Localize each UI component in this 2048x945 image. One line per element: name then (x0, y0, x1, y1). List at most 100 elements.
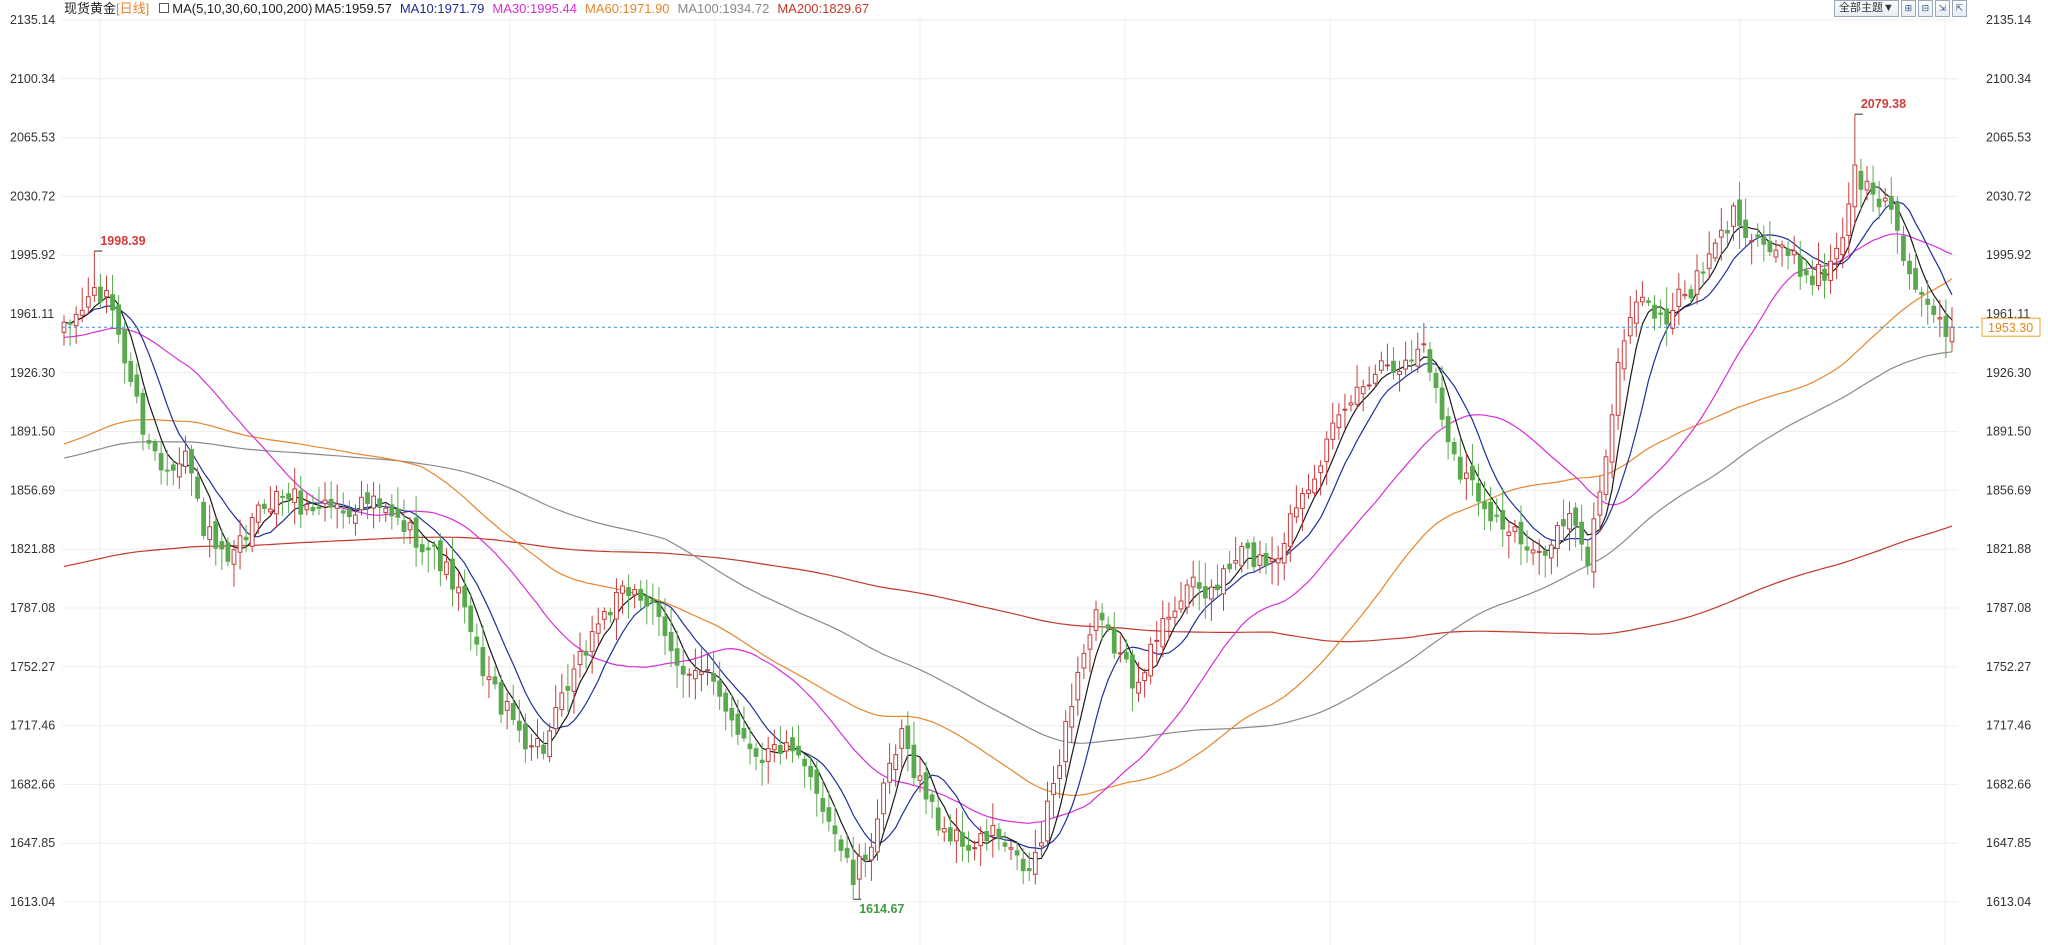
candle[interactable] (1488, 486, 1494, 531)
candle[interactable] (1281, 532, 1287, 581)
candle[interactable] (1251, 536, 1257, 572)
candle[interactable] (1360, 379, 1366, 412)
candle[interactable] (316, 486, 322, 516)
candle[interactable] (941, 816, 947, 842)
candle[interactable] (407, 517, 413, 545)
candle[interactable] (1324, 431, 1330, 485)
candle[interactable] (838, 834, 844, 862)
candle[interactable] (1457, 438, 1463, 484)
candle[interactable] (176, 447, 182, 489)
candle[interactable] (1397, 360, 1402, 392)
candle[interactable] (1536, 539, 1542, 575)
candle[interactable] (274, 485, 279, 528)
candle[interactable] (1749, 233, 1755, 265)
candle[interactable] (1263, 543, 1269, 575)
candle[interactable] (1664, 287, 1670, 347)
candle[interactable] (140, 388, 146, 451)
candle[interactable] (231, 539, 237, 587)
candle[interactable] (310, 494, 316, 516)
candle[interactable] (1761, 225, 1767, 262)
candle[interactable] (1888, 177, 1894, 224)
candle[interactable] (893, 744, 899, 787)
candle[interactable] (1530, 540, 1536, 566)
candle[interactable] (632, 583, 638, 609)
candle[interactable] (438, 533, 443, 587)
candle[interactable] (146, 433, 152, 450)
candle[interactable] (189, 445, 194, 497)
candle[interactable] (1585, 539, 1591, 575)
candle[interactable] (856, 843, 862, 900)
candle[interactable] (1700, 261, 1706, 286)
candle[interactable] (243, 524, 249, 553)
candle[interactable] (1658, 299, 1663, 327)
candle[interactable] (711, 651, 716, 695)
candle[interactable] (1063, 710, 1069, 778)
candle[interactable] (67, 319, 73, 346)
candle[interactable] (1919, 287, 1925, 317)
candle[interactable] (1415, 332, 1421, 373)
candle[interactable] (777, 726, 783, 765)
candle[interactable] (286, 482, 291, 514)
candle[interactable] (413, 495, 419, 567)
candle[interactable] (1026, 852, 1032, 882)
candle[interactable] (614, 578, 619, 641)
candle[interactable] (468, 592, 474, 651)
candle[interactable] (692, 648, 698, 700)
candle[interactable] (1779, 240, 1785, 267)
candle[interactable] (990, 803, 996, 858)
candle[interactable] (638, 580, 644, 610)
candle[interactable] (784, 730, 789, 760)
candle[interactable] (474, 623, 480, 656)
candle[interactable] (1591, 502, 1597, 588)
candle[interactable] (650, 583, 656, 625)
candle[interactable] (298, 475, 304, 528)
candle[interactable] (98, 273, 103, 308)
candle[interactable] (1706, 231, 1712, 279)
candle[interactable] (170, 459, 176, 486)
candle[interactable] (1482, 481, 1487, 530)
candle[interactable] (571, 654, 577, 714)
candle[interactable] (340, 492, 346, 529)
candle[interactable] (1275, 545, 1281, 586)
split-view-icon[interactable]: ⊟ (1917, 0, 1933, 17)
candle[interactable] (935, 798, 941, 836)
candle[interactable] (1670, 292, 1676, 335)
candle[interactable] (1269, 536, 1275, 585)
candle[interactable] (1907, 253, 1912, 290)
candle[interactable] (389, 494, 395, 530)
candle[interactable] (668, 608, 674, 668)
candle[interactable] (1002, 831, 1008, 852)
candle[interactable] (1184, 579, 1190, 614)
candle[interactable] (1633, 289, 1639, 337)
candle[interactable] (686, 668, 692, 698)
candle[interactable] (334, 484, 340, 529)
candle[interactable] (1014, 841, 1020, 871)
candle[interactable] (1646, 297, 1651, 307)
candle[interactable] (1391, 347, 1396, 380)
candle[interactable] (425, 541, 431, 573)
candle[interactable] (808, 754, 814, 791)
candle[interactable] (796, 725, 801, 759)
candle[interactable] (1743, 198, 1748, 247)
candle[interactable] (717, 661, 723, 711)
candle[interactable] (565, 663, 571, 712)
candle[interactable] (553, 685, 559, 736)
candle[interactable] (1943, 299, 1949, 359)
candle[interactable] (1172, 596, 1178, 625)
candle[interactable] (844, 834, 850, 864)
candle[interactable] (1366, 366, 1372, 390)
candle[interactable] (1828, 244, 1833, 294)
candle[interactable] (1069, 683, 1075, 743)
candle[interactable] (1039, 822, 1044, 856)
candle[interactable] (1451, 437, 1457, 461)
candle[interactable] (383, 503, 389, 523)
candle[interactable] (644, 579, 650, 625)
candle[interactable] (1882, 188, 1888, 208)
candle[interactable] (1676, 273, 1682, 326)
candle[interactable] (559, 673, 565, 717)
candle[interactable] (1512, 519, 1518, 543)
candle[interactable] (1318, 460, 1324, 496)
candle[interactable] (1524, 530, 1530, 563)
candle[interactable] (504, 692, 510, 730)
candle[interactable] (1500, 487, 1506, 547)
